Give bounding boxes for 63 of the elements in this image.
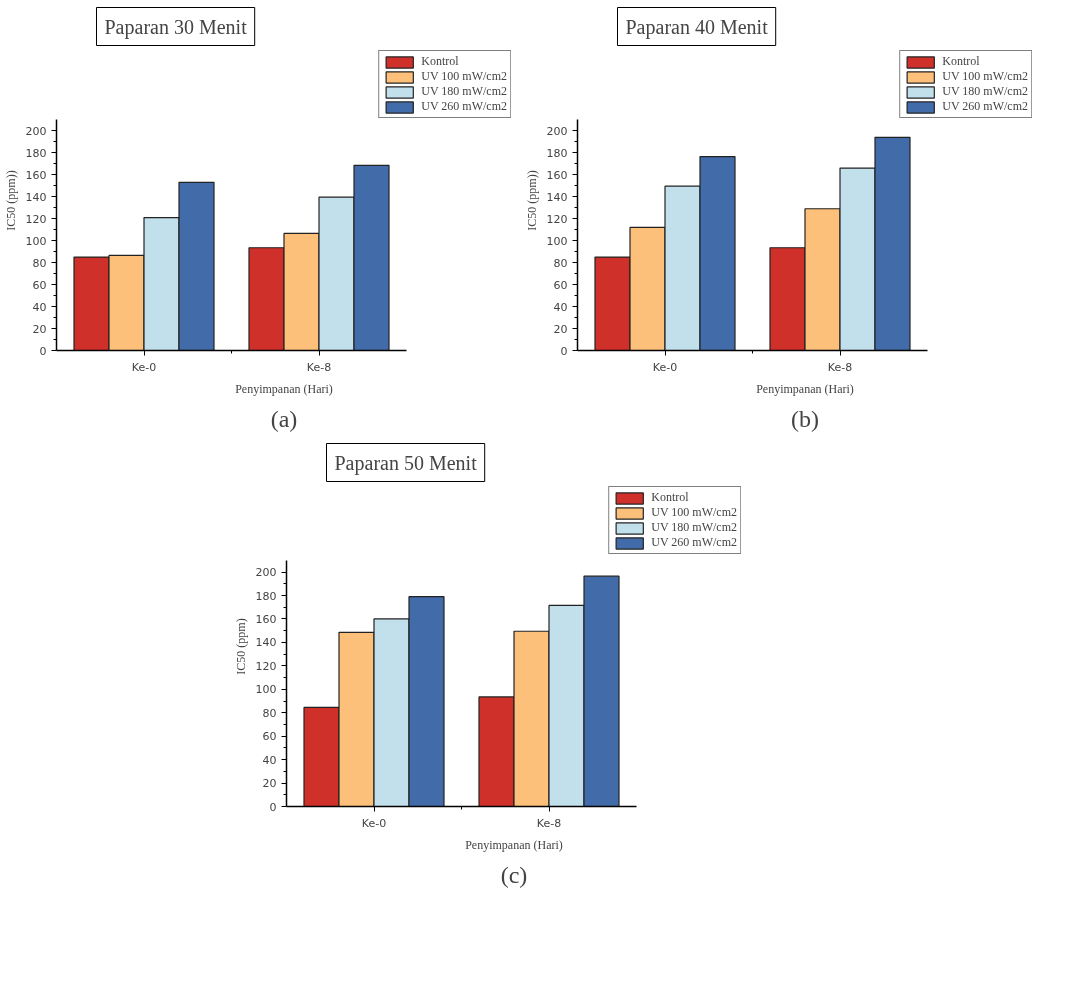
y-tick-label: 20 <box>553 322 568 336</box>
x-axis-title: Penyimpanan (Hari) <box>756 381 854 396</box>
y-tick-label: 20 <box>262 777 277 791</box>
legend-label: Kontrol <box>942 54 980 69</box>
y-tick-label: 180 <box>546 146 568 160</box>
y-tick-label: 60 <box>553 278 568 292</box>
y-tick-label: 60 <box>262 730 277 744</box>
legend-label: Kontrol <box>421 54 459 69</box>
y-tick-label: 0 <box>560 344 568 358</box>
y-axis-title: IC50 (ppm)) <box>3 170 18 231</box>
chart-title: Paparan 30 Menit <box>104 15 248 39</box>
y-axis-title: IC50 (ppm)) <box>524 170 539 231</box>
y-tick-label: 60 <box>32 278 47 292</box>
x-axis-title: Penyimpanan (Hari) <box>465 837 563 852</box>
y-tick-label: 120 <box>25 212 47 226</box>
y-axis-title: IC50 (ppm) <box>233 618 248 675</box>
legend-label: UV 180 mW/cm2 <box>942 84 1028 99</box>
y-tick-label: 200 <box>25 124 47 138</box>
y-tick-label: 200 <box>255 566 277 580</box>
y-tick-label: 180 <box>25 146 47 160</box>
legend-label: UV 100 mW/cm2 <box>421 69 507 84</box>
x-tick-label: Ke-0 <box>652 360 678 374</box>
y-tick-label: 80 <box>553 256 568 270</box>
text: (c) <box>500 861 528 888</box>
y-tick-label: 140 <box>255 636 277 650</box>
y-tick-label: 0 <box>269 800 277 814</box>
x-tick-label: Ke-0 <box>361 816 387 830</box>
y-tick-label: 0 <box>39 344 47 358</box>
y-tick-label: 120 <box>255 659 277 673</box>
y-tick-label: 40 <box>553 300 568 314</box>
legend-label: Kontrol <box>651 490 689 505</box>
legend-label: UV 100 mW/cm2 <box>651 505 737 520</box>
legend-label: UV 180 mW/cm2 <box>651 520 737 535</box>
y-tick-label: 100 <box>546 234 568 248</box>
x-axis-title: Penyimpanan (Hari) <box>235 381 333 396</box>
chart-title: Paparan 40 Menit <box>625 15 769 39</box>
text: (a) <box>270 405 298 432</box>
y-tick-label: 160 <box>25 168 47 182</box>
legend-label: UV 260 mW/cm2 <box>421 99 507 114</box>
x-tick-label: Ke-0 <box>131 360 157 374</box>
y-tick-label: 140 <box>25 190 47 204</box>
x-tick-label: Ke-8 <box>827 360 853 374</box>
x-tick-label: Ke-8 <box>306 360 332 374</box>
y-tick-label: 80 <box>262 706 277 720</box>
y-tick-label: 180 <box>255 589 277 603</box>
y-tick-label: 160 <box>255 612 277 626</box>
legend-label: UV 180 mW/cm2 <box>421 84 507 99</box>
chart-title: Paparan 50 Menit <box>334 451 478 475</box>
y-tick-label: 80 <box>32 256 47 270</box>
text: (b) <box>791 405 819 432</box>
y-tick-label: 200 <box>546 124 568 138</box>
y-tick-label: 120 <box>546 212 568 226</box>
y-tick-label: 100 <box>25 234 47 248</box>
y-tick-label: 40 <box>32 300 47 314</box>
legend-label: UV 260 mW/cm2 <box>942 99 1028 114</box>
x-tick-label: Ke-8 <box>536 816 562 830</box>
y-tick-label: 40 <box>262 753 277 767</box>
legend-label: UV 100 mW/cm2 <box>942 69 1028 84</box>
legend-label: UV 260 mW/cm2 <box>651 535 737 550</box>
y-tick-label: 140 <box>546 190 568 204</box>
y-tick-label: 160 <box>546 168 568 182</box>
y-tick-label: 100 <box>255 683 277 697</box>
y-tick-label: 20 <box>32 322 47 336</box>
